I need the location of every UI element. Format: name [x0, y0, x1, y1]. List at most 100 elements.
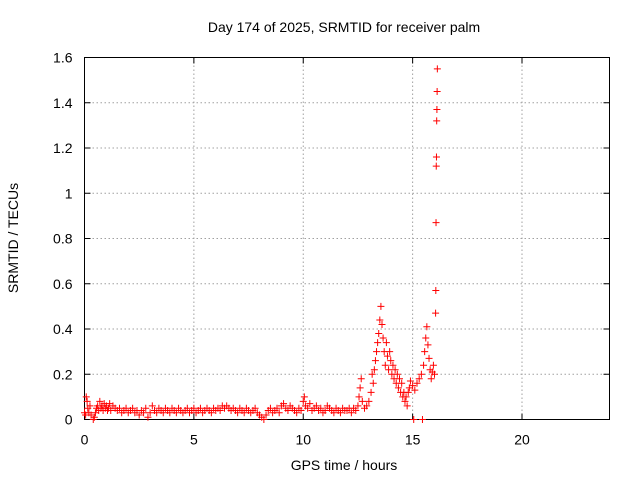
- data-point: [383, 352, 391, 360]
- data-point: [299, 397, 307, 405]
- data-point: [280, 400, 288, 408]
- data-point: [321, 406, 329, 414]
- data-point: [240, 409, 248, 417]
- data-point: [381, 361, 389, 369]
- data-point: [234, 409, 242, 417]
- data-point: [357, 375, 365, 383]
- data-points: [81, 65, 441, 423]
- data-point: [373, 348, 381, 356]
- data-point: [411, 386, 419, 394]
- data-point: [347, 409, 355, 417]
- data-point: [304, 404, 312, 412]
- data-point: [370, 366, 378, 374]
- data-point: [371, 357, 379, 365]
- data-point: [418, 416, 426, 423]
- data-point: [415, 375, 423, 383]
- data-point: [107, 406, 115, 414]
- data-point: [196, 404, 204, 412]
- data-point: [306, 400, 314, 408]
- y-tick-label: 1.2: [53, 140, 73, 156]
- grid: [84, 57, 610, 420]
- data-point: [433, 106, 441, 114]
- data-point: [432, 309, 440, 317]
- x-tick-label: 15: [405, 432, 421, 448]
- data-point: [183, 404, 191, 412]
- data-point: [146, 409, 154, 417]
- data-point: [293, 409, 301, 417]
- data-point: [363, 402, 371, 410]
- data-point: [312, 402, 320, 410]
- data-point: [432, 287, 440, 295]
- data-point: [135, 411, 143, 419]
- data-point: [355, 393, 363, 401]
- data-point: [317, 404, 325, 412]
- data-point: [129, 404, 137, 412]
- x-axis-tick-labels: 0 5 10 15 20: [81, 432, 530, 448]
- data-point: [153, 409, 161, 417]
- data-point: [386, 348, 394, 356]
- data-point: [402, 393, 410, 401]
- data-point: [382, 339, 390, 347]
- data-point: [377, 302, 385, 310]
- data-point: [433, 65, 441, 73]
- data-point: [358, 397, 366, 405]
- data-point: [140, 409, 148, 417]
- y-tick-label: 1.4: [53, 95, 73, 111]
- data-point: [401, 397, 409, 405]
- y-tick-label: 0.4: [53, 321, 73, 337]
- data-point: [417, 370, 425, 378]
- data-point: [433, 117, 441, 125]
- axis-ticks: [84, 57, 610, 420]
- data-point: [387, 357, 395, 365]
- data-point: [116, 404, 123, 412]
- y-tick-label: 0.2: [53, 366, 73, 382]
- data-point: [251, 404, 259, 412]
- data-point: [429, 361, 437, 369]
- data-point: [421, 348, 429, 356]
- data-point: [432, 219, 440, 227]
- y-tick-label: 0: [65, 412, 73, 428]
- data-point: [427, 375, 435, 383]
- data-point: [166, 409, 174, 417]
- data-point: [385, 366, 393, 374]
- y-axis-tick-labels: 0 0.2 0.4 0.6 0.8 1 1.2 1.4 1.6: [53, 50, 73, 428]
- data-point: [398, 379, 406, 387]
- data-point: [96, 397, 104, 405]
- data-point: [284, 406, 292, 414]
- data-point: [122, 404, 130, 412]
- data-point: [409, 382, 417, 390]
- x-axis-label: GPS time / hours: [291, 457, 398, 473]
- data-point: [365, 397, 373, 405]
- data-point: [404, 388, 412, 396]
- data-point: [413, 379, 421, 387]
- data-point: [432, 162, 440, 170]
- data-point: [406, 377, 414, 385]
- data-point: [420, 361, 428, 369]
- data-point: [369, 379, 377, 387]
- data-point: [433, 87, 441, 95]
- data-point: [432, 153, 440, 161]
- data-point: [144, 413, 152, 421]
- y-axis-label: SRMTID / TECUs: [5, 183, 21, 293]
- data-point: [368, 370, 376, 378]
- data-point: [396, 375, 403, 383]
- data-point: [403, 402, 411, 410]
- data-point: [375, 330, 383, 338]
- plot-frame: [84, 57, 610, 420]
- y-tick-label: 1: [65, 185, 73, 201]
- data-point: [410, 416, 418, 423]
- data-point: [425, 354, 433, 362]
- x-tick-label: 10: [295, 432, 311, 448]
- y-tick-label: 1.6: [53, 50, 73, 66]
- data-point: [86, 402, 94, 410]
- x-tick-label: 20: [514, 432, 530, 448]
- data-point: [422, 334, 430, 342]
- data-point: [374, 339, 382, 347]
- data-point: [431, 370, 438, 378]
- data-point: [300, 393, 308, 401]
- data-point: [260, 416, 268, 423]
- data-point: [352, 406, 360, 414]
- data-point: [266, 404, 274, 412]
